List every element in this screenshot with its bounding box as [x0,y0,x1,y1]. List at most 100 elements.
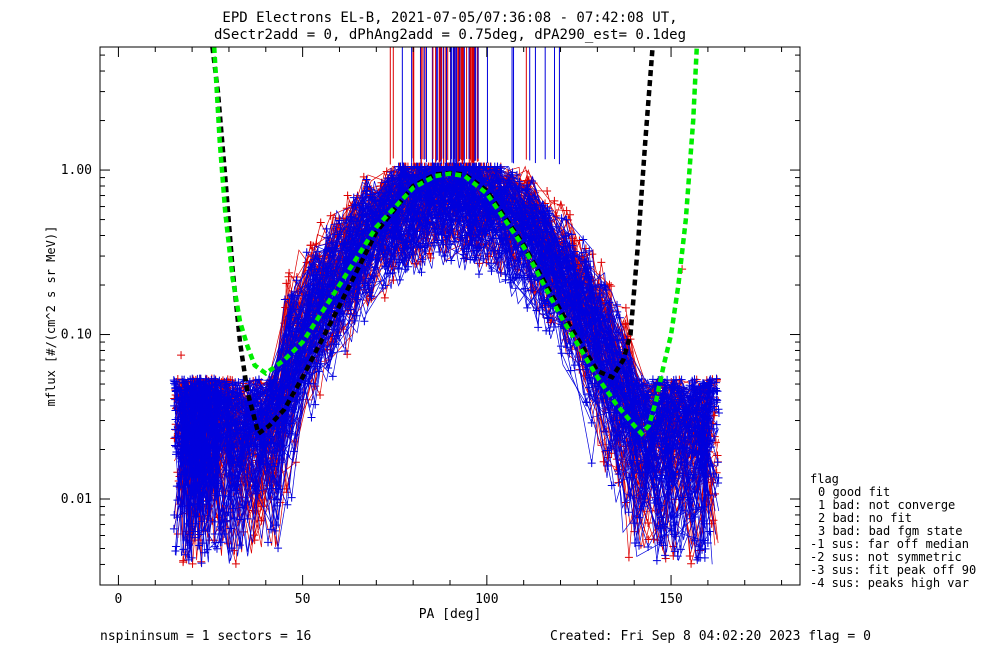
data-point [187,553,196,562]
data-point [352,311,361,320]
data-point [487,267,496,276]
data-point [455,217,464,226]
x-axis-label: PA [deg] [419,607,482,622]
data-point [697,466,706,475]
data-point [544,218,553,227]
x-tick-label: 100 [475,592,498,607]
data-point [294,324,303,333]
data-point [470,256,479,265]
data-point [713,451,722,460]
data-point [527,214,536,223]
data-point [493,162,502,171]
trace-line [175,165,716,512]
data-point [419,170,428,179]
data-point [655,476,664,485]
data-point [667,397,676,406]
data-point [206,457,215,466]
data-point [309,283,318,292]
data-point [532,306,541,315]
data-point [543,187,552,196]
data-point [245,377,254,386]
data-point [597,258,606,267]
trace-line [173,166,716,556]
data-point [412,239,421,248]
data-point [198,539,207,548]
data-point [324,290,333,299]
data-point [621,303,630,312]
data-point [690,423,699,432]
data-point [171,406,180,415]
x-tick-label: 0 [115,592,123,607]
data-point [701,472,710,481]
data-point [195,530,204,539]
footer-info-left: nspininsum = 1 sectors = 16 [100,629,311,644]
data-point [707,519,716,528]
data-point [685,551,694,560]
data-point [714,473,723,482]
trace-line [181,165,712,535]
data-point [474,270,483,279]
data-point [661,551,670,560]
data-point [360,317,369,326]
data-point [382,185,391,194]
data-point [224,539,233,548]
data-point [706,375,715,384]
data-point [230,514,239,523]
data-point [171,425,180,434]
y-tick-label: 0.01 [61,492,92,507]
data-point [189,527,198,536]
trace-line [185,165,707,543]
data-point [615,313,624,322]
legend-entry: 1 bad: not converge [818,498,955,512]
data-point [180,375,189,384]
trace-line [174,165,710,518]
data-point [291,430,300,439]
legend-entry: -3 sus: fit peak off 90 [810,563,976,577]
data-point [690,512,699,521]
data-point [363,182,372,191]
data-point [214,378,223,387]
data-point [171,547,180,556]
data-point [250,531,259,540]
data-point [311,271,320,280]
data-point [625,473,634,482]
data-point [634,381,643,390]
data-point [557,349,566,358]
data-point [272,521,281,530]
data-point [396,248,405,257]
x-tick-label: 50 [295,592,311,607]
data-point [316,218,325,227]
data-point [705,389,714,398]
data-point [413,194,422,203]
data-point [472,246,481,255]
data-point [302,248,311,257]
data-point [323,267,332,276]
data-point [520,271,529,280]
data-point [456,193,465,202]
data-point [545,326,554,335]
chart-title: EPD Electrons EL-B, 2021-07-05/07:36:08 … [222,10,677,26]
chart-subtitle: dSectr2add = 0, dPhAng2add = 0.75deg, dP… [214,27,686,43]
data-point [326,247,335,256]
legend-header: flag [810,472,839,486]
data-point [652,556,661,565]
data-traces [169,47,723,568]
legend-entry: -1 sus: far off median [810,537,969,551]
data-point [685,381,694,390]
data-point [343,191,352,200]
data-point [687,396,696,405]
data-point [581,267,590,276]
data-point [527,286,536,295]
data-point [613,336,622,345]
footer-info-right: Created: Fri Sep 8 04:02:20 2023 flag = … [550,629,871,644]
data-point [506,182,515,191]
data-point [208,461,217,470]
data-point [575,251,584,260]
data-point [199,452,208,461]
data-point [369,271,378,280]
data-point [700,553,709,562]
data-point [222,377,231,386]
data-point [581,397,590,406]
data-point [670,427,679,436]
data-point [272,484,281,493]
